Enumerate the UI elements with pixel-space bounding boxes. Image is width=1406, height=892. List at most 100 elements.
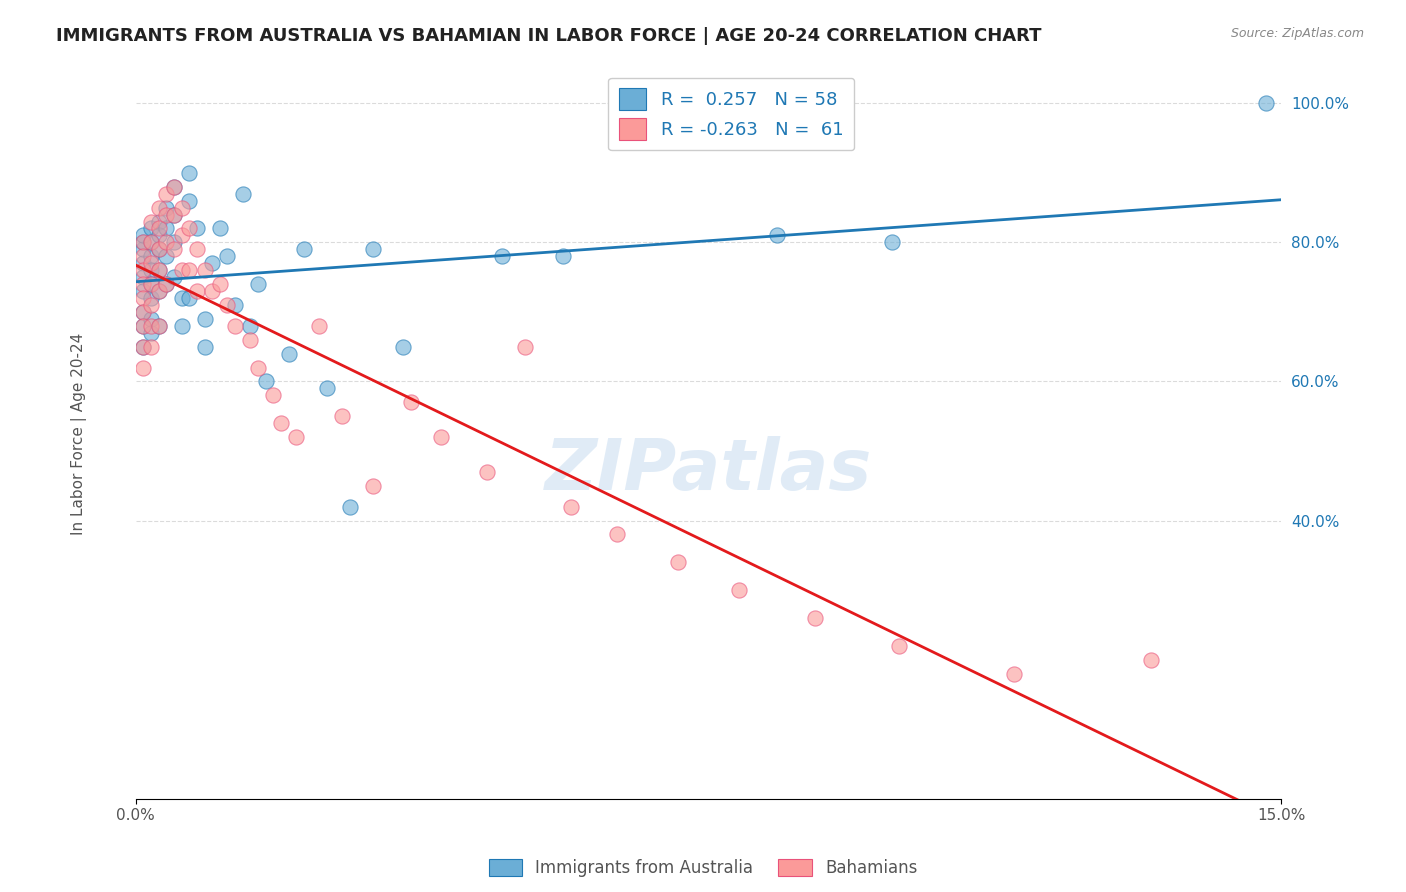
Text: ZIPatlas: ZIPatlas [544, 435, 872, 505]
Point [239, 318, 262, 333]
Point [889, 639, 911, 653]
Point [132, 291, 155, 305]
Point [139, 326, 162, 340]
Point [179, 221, 201, 235]
Point [239, 333, 262, 347]
Point [132, 318, 155, 333]
Point [208, 277, 231, 292]
Point [186, 284, 208, 298]
Point [132, 249, 155, 263]
Point [155, 201, 177, 215]
Point [201, 256, 224, 270]
Point [139, 256, 162, 270]
Point [132, 277, 155, 292]
Point [270, 416, 292, 430]
Point [217, 298, 239, 312]
Point [148, 318, 170, 333]
Point [148, 243, 170, 257]
Point [193, 263, 215, 277]
Point [186, 221, 208, 235]
Point [1002, 666, 1025, 681]
Point [132, 235, 155, 250]
Point [515, 340, 537, 354]
Point [132, 284, 155, 298]
Point [132, 340, 155, 354]
Point [475, 465, 498, 479]
Point [132, 318, 155, 333]
Point [139, 277, 162, 292]
Point [132, 228, 155, 243]
Point [224, 298, 246, 312]
Point [139, 318, 162, 333]
Point [308, 318, 330, 333]
Point [148, 201, 170, 215]
Point [553, 249, 575, 263]
Point [139, 298, 162, 312]
Point [155, 277, 177, 292]
Point [132, 243, 155, 257]
Point [361, 479, 384, 493]
Point [132, 360, 155, 375]
Point [155, 235, 177, 250]
Point [399, 395, 422, 409]
Point [132, 235, 155, 250]
Point [163, 243, 186, 257]
Point [170, 201, 193, 215]
Point [179, 194, 201, 208]
Point [1254, 96, 1277, 111]
Point [139, 340, 162, 354]
Point [139, 291, 162, 305]
Point [170, 291, 193, 305]
Legend: R =  0.257   N = 58, R = -0.263   N =  61: R = 0.257 N = 58, R = -0.263 N = 61 [609, 78, 855, 151]
Point [193, 311, 215, 326]
Point [201, 284, 224, 298]
Point [247, 360, 270, 375]
Point [139, 311, 162, 326]
Legend: Immigrants from Australia, Bahamians: Immigrants from Australia, Bahamians [482, 852, 924, 884]
Point [132, 340, 155, 354]
Point [139, 263, 162, 277]
Point [155, 249, 177, 263]
Point [766, 228, 789, 243]
Point [163, 179, 186, 194]
Point [139, 214, 162, 228]
Point [170, 263, 193, 277]
Point [148, 284, 170, 298]
Point [148, 284, 170, 298]
Point [193, 340, 215, 354]
Point [560, 500, 582, 514]
Point [292, 243, 315, 257]
Point [155, 277, 177, 292]
Point [254, 375, 277, 389]
Point [148, 221, 170, 235]
Point [148, 318, 170, 333]
Point [139, 221, 162, 235]
Point [224, 318, 246, 333]
Point [179, 166, 201, 180]
Point [148, 263, 170, 277]
Y-axis label: In Labor Force | Age 20-24: In Labor Force | Age 20-24 [72, 333, 87, 535]
Point [606, 527, 628, 541]
Point [179, 291, 201, 305]
Point [170, 318, 193, 333]
Point [804, 611, 827, 625]
Point [163, 179, 186, 194]
Point [880, 235, 903, 250]
Point [491, 249, 513, 263]
Point [132, 256, 155, 270]
Point [208, 221, 231, 235]
Point [139, 235, 162, 250]
Point [132, 263, 155, 277]
Point [148, 243, 170, 257]
Point [148, 228, 170, 243]
Point [247, 277, 270, 292]
Point [132, 270, 155, 285]
Point [430, 430, 453, 444]
Point [217, 249, 239, 263]
Point [139, 235, 162, 250]
Point [315, 381, 337, 395]
Point [163, 235, 186, 250]
Point [163, 208, 186, 222]
Point [132, 305, 155, 319]
Point [1140, 653, 1163, 667]
